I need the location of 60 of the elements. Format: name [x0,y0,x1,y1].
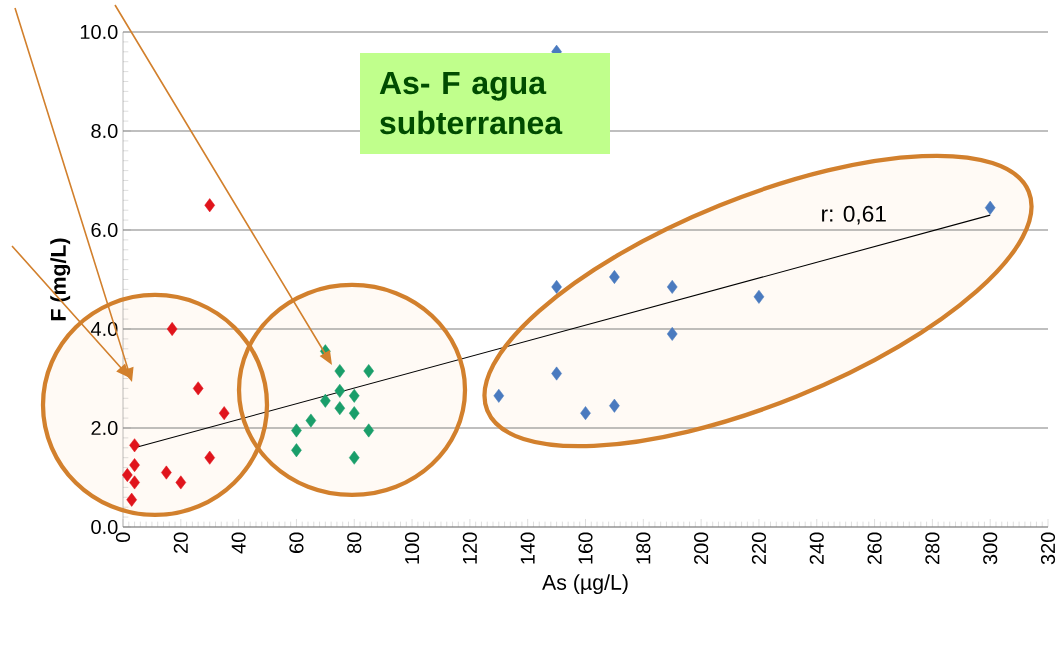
point [363,423,374,438]
point [122,468,133,482]
point [984,200,996,215]
point [666,327,678,341]
point [126,492,137,507]
y-tick-label: 2.0 [91,420,118,436]
point [291,423,302,438]
y-tick-label: 8.0 [91,123,118,139]
point [161,465,172,480]
point [291,443,302,458]
point [129,458,140,473]
point [580,406,591,421]
point [175,475,187,490]
x-tick-label: 220 [751,532,767,565]
x-tick-label: 100 [404,532,420,564]
point [334,401,346,416]
point [192,381,204,396]
point [551,366,562,381]
point [334,383,346,398]
x-tick-label: 60 [289,532,304,553]
x-tick-label: 160 [578,532,593,564]
point [129,438,140,453]
x-tick-label: 240 [809,532,824,565]
y-tick-label: 10.0 [80,24,118,40]
point [204,450,215,465]
x-tick-label: 140 [520,532,535,564]
x-tick-label: 20 [173,532,188,553]
x-tick-label: 120 [462,532,477,564]
point [204,198,215,213]
point [753,289,765,304]
point [363,364,374,378]
x-tick-label: 180 [636,532,651,564]
point [609,398,620,413]
point [320,393,331,408]
x-tick-label: 40 [231,532,246,554]
x-tick-label: 260 [867,532,882,565]
x-tick-label: 300 [983,532,998,565]
x-tick-label: 280 [925,532,940,565]
point [166,322,178,336]
x-tick-label: 320 [1040,532,1056,565]
x-axis-title: As (µg/L) [542,574,628,595]
point [609,270,620,284]
point [348,406,360,421]
point [348,388,360,403]
point [334,364,346,378]
point [305,413,317,428]
point [666,279,678,294]
point [493,388,505,403]
x-tick-label: 80 [347,532,362,554]
annotation: r: 0,61 [822,205,886,225]
point [551,279,562,294]
x-tick-label: 200 [694,532,709,565]
point [218,406,230,421]
y-tick-label: 6.0 [91,222,118,238]
y-axis-title: F (mg/L) [50,238,71,321]
text: As- F agua subterranea [379,71,563,135]
point [129,475,140,490]
y-tick-label: 0.0 [91,519,118,535]
point [348,450,360,465]
x-tick-label: 0 [115,532,131,543]
